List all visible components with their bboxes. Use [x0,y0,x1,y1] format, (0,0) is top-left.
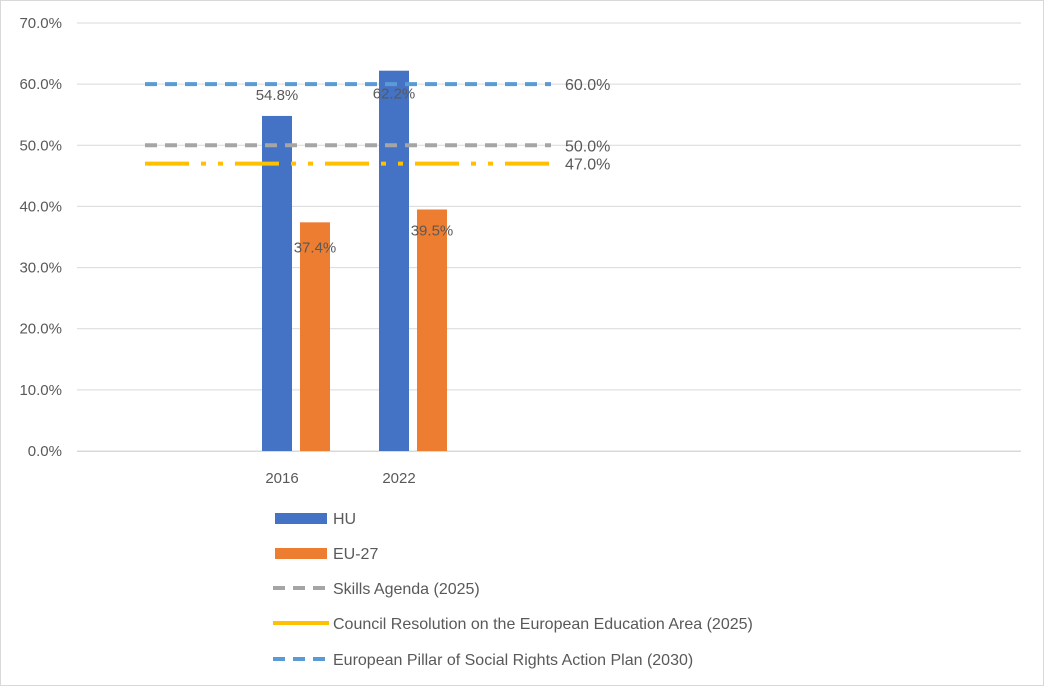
data-label: 54.8% [256,87,299,104]
legend-label: European Pillar of Social Rights Action … [333,652,693,669]
legend-label: Skills Agenda (2025) [333,581,480,598]
bar-hu-2022 [379,70,409,451]
bar-eu-27-2016 [300,222,330,451]
y-tick-label: 10.0% [19,382,62,399]
y-tick-label: 70.0% [19,15,62,32]
y-tick-label: 0.0% [28,443,62,460]
legend-item-council-resolution: Council Resolution on the European Educa… [273,616,753,633]
legend-item-hu: HU [275,511,356,528]
data-label: 39.5% [411,222,454,239]
y-tick-label: 30.0% [19,260,62,277]
legend-item-pillar-action-plan: European Pillar of Social Rights Action … [273,652,693,669]
legend-swatch [275,513,327,524]
target-value-label: 50.0% [565,138,610,155]
y-tick-label: 60.0% [19,76,62,93]
y-tick-label: 40.0% [19,198,62,215]
y-tick-label: 20.0% [19,321,62,338]
target-value-label: 47.0% [565,157,610,174]
legend-item-skills-agenda: Skills Agenda (2025) [273,581,480,598]
x-tick-label: 2016 [265,470,298,487]
data-label: 62.2% [373,86,416,103]
x-tick-label: 2022 [382,470,415,487]
legend-item-eu27: EU-27 [275,546,378,563]
legend-label: HU [333,511,356,528]
data-label: 37.4% [294,239,337,256]
bar-hu-2016 [262,115,292,452]
bar-eu-27-2022 [417,209,447,451]
legend-label: Council Resolution on the European Educa… [333,616,753,633]
legend-label: EU-27 [333,546,378,563]
y-tick-label: 50.0% [19,137,62,154]
legend-swatch [275,548,327,559]
target-value-label: 60.0% [565,77,610,94]
